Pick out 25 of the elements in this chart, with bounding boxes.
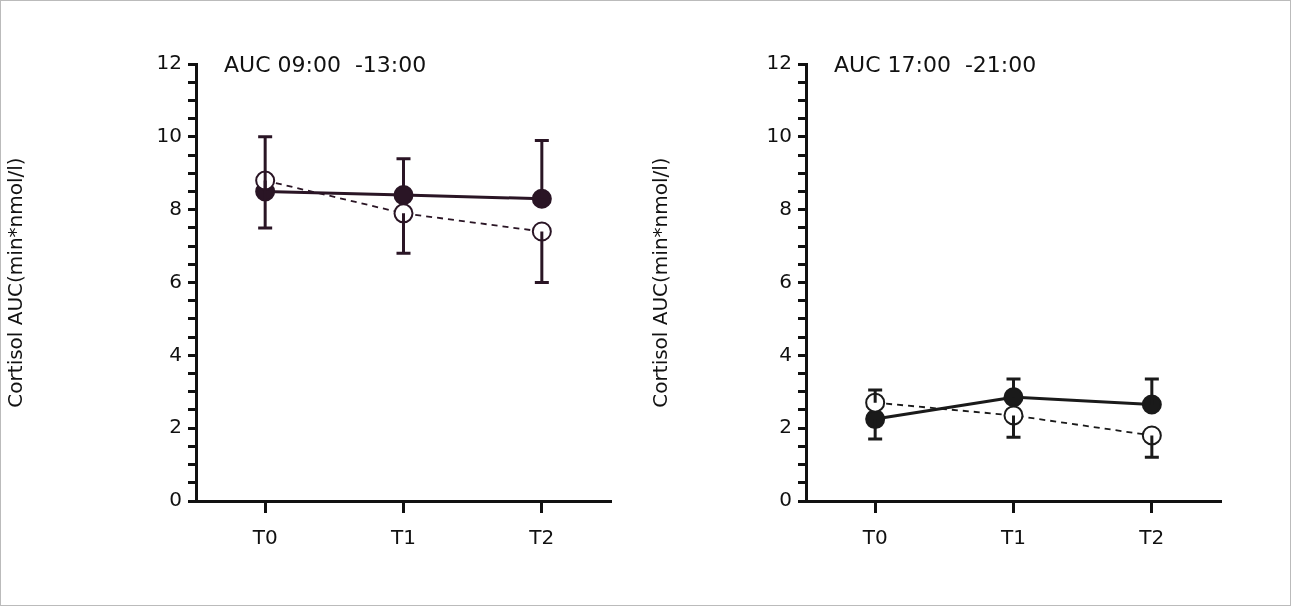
y-tick-label: 2 [779,414,792,439]
chart-title: AUC 17:00 -21:00 [834,51,1037,77]
y-tick-label: 12 [156,50,182,75]
y-tick-label: 2 [169,414,182,439]
x-tick-label: T2 [1138,525,1165,550]
y-tick-label: 10 [156,123,182,148]
y-tick-label: 6 [779,268,792,293]
chart-title: AUC 09:00 -13:00 [224,51,427,77]
x-tick-label: T0 [251,525,278,550]
y-tick-label: 6 [169,268,182,293]
x-tick-label: T0 [861,525,888,550]
y-tick-label: 12 [766,50,792,75]
point [1141,394,1162,415]
y-axis-title: Cortisol AUC(min*nmol/l) [648,157,673,408]
y-tick-label: 0 [169,487,182,512]
x-tick-label: T1 [1000,525,1026,550]
y-tick-label: 10 [766,123,792,148]
y-axis-title: Cortisol AUC(min*nmol/l) [3,157,28,408]
y-tick-label: 4 [779,341,792,366]
y-tick-label: 4 [169,341,182,366]
x-tick-label: T1 [390,525,416,550]
x-tick-label: T2 [528,525,555,550]
y-tick-label: 8 [779,195,792,220]
y-tick-label: 8 [169,195,182,220]
y-tick-label: 0 [779,487,792,512]
